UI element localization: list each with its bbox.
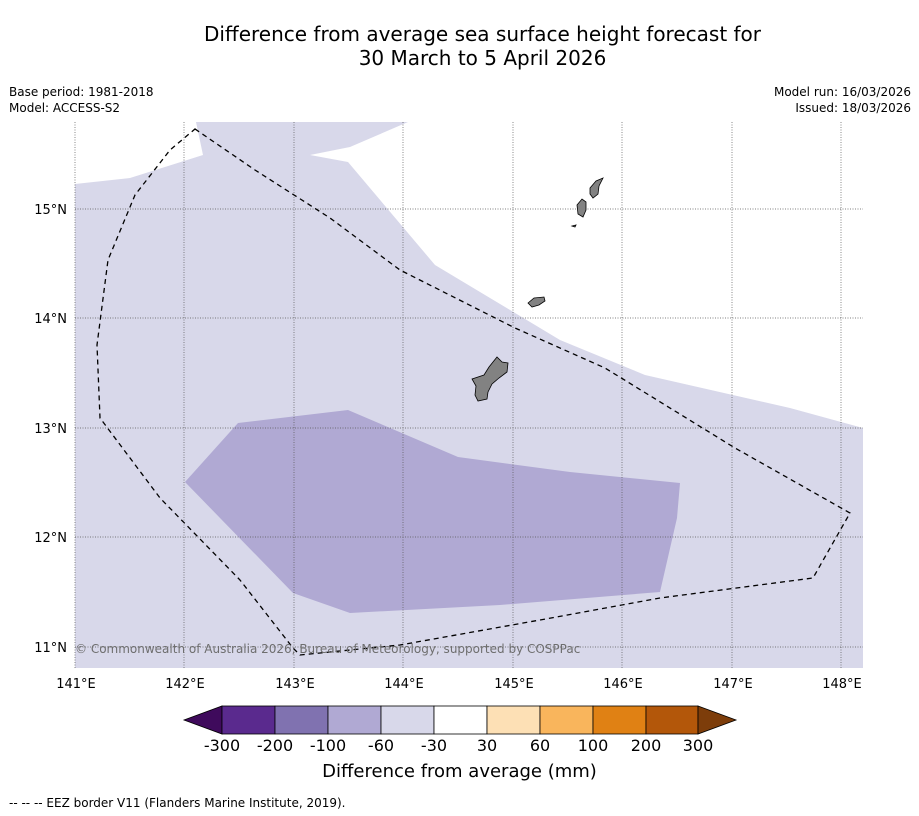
- model-name: Model: ACCESS-S2: [9, 101, 121, 115]
- colorbar-label: 200: [630, 736, 662, 755]
- lat-axis-labels: 15°N 14°N 13°N 12°N 11°N: [34, 203, 67, 656]
- model-run: Model run: 16/03/2026: [773, 85, 911, 99]
- colorbar-extend-low: [182, 705, 223, 735]
- island-tinian: [576, 198, 587, 218]
- lon-label-141: 141°E: [56, 677, 96, 692]
- colorbar-label: -300: [203, 736, 241, 755]
- eez-border: [96, 128, 851, 656]
- lon-label-148: 148°E: [822, 677, 862, 692]
- colorbar-segment-9: [645, 705, 699, 735]
- meta-right: Model run: 16/03/2026 Issued: 18/03/2026: [774, 84, 911, 116]
- colorbar-extend-high: [697, 705, 738, 735]
- gridlines: [74, 122, 863, 668]
- eez-legend-note: -- -- -- EEZ border V11 (Flanders Marine…: [9, 796, 346, 810]
- colorbar-label: 100: [577, 736, 609, 755]
- colorbar-segment-2: [274, 705, 329, 735]
- anomaly-zone-dark: [185, 410, 680, 613]
- colorbar-segment-1: [221, 705, 276, 735]
- lat-label-15: 15°N: [34, 203, 67, 218]
- island-guam: [471, 356, 509, 402]
- colorbar-label: -200: [256, 736, 294, 755]
- lon-label-142: 142°E: [165, 677, 205, 692]
- colorbar-label: -100: [309, 736, 347, 755]
- lon-label-145: 145°E: [494, 677, 534, 692]
- lon-axis-labels: 141°E 142°E 143°E 144°E 145°E 146°E 147°…: [56, 677, 862, 692]
- title-line-1: Difference from average sea surface heig…: [203, 22, 762, 46]
- lat-label-14: 14°N: [34, 312, 67, 327]
- colorbar-segment-3: [327, 705, 382, 735]
- colorbar-segment-8: [592, 705, 647, 735]
- colorbar-label: 300: [682, 736, 714, 755]
- colorbar-segment-4: [380, 705, 435, 735]
- island-rota: [527, 296, 546, 308]
- lon-label-146: 146°E: [603, 677, 643, 692]
- lon-label-143: 143°E: [275, 677, 315, 692]
- lat-label-12: 12°N: [34, 531, 67, 546]
- colorbar-segment-7: [539, 705, 594, 735]
- island-aguijan: [570, 224, 577, 228]
- islands: [471, 177, 604, 402]
- colorbar-label: 30: [476, 736, 498, 755]
- colorbar: [182, 705, 738, 735]
- lat-label-11: 11°N: [34, 641, 67, 656]
- chart-title: Difference from average sea surface heig…: [0, 22, 919, 70]
- copyright-text: © Commonwealth of Australia 2026, Bureau…: [75, 642, 580, 656]
- colorbar-label: 60: [529, 736, 551, 755]
- issued-date: Issued: 18/03/2026: [795, 101, 911, 115]
- colorbar-segment-6: [486, 705, 541, 735]
- lat-label-13: 13°N: [34, 422, 67, 437]
- colorbar-label: -30: [420, 736, 448, 755]
- lon-label-144: 144°E: [384, 677, 424, 692]
- colorbar-segment-5: [433, 705, 488, 735]
- meta-left: Base period: 1981-2018 Model: ACCESS-S2: [9, 84, 154, 116]
- island-saipan: [589, 177, 604, 199]
- base-period: Base period: 1981-2018: [9, 85, 154, 99]
- colorbar-title: Difference from average (mm): [322, 761, 597, 782]
- title-line-2: 30 March to 5 April 2026: [358, 46, 607, 70]
- lon-label-147: 147°E: [713, 677, 753, 692]
- colorbar-label: -60: [367, 736, 395, 755]
